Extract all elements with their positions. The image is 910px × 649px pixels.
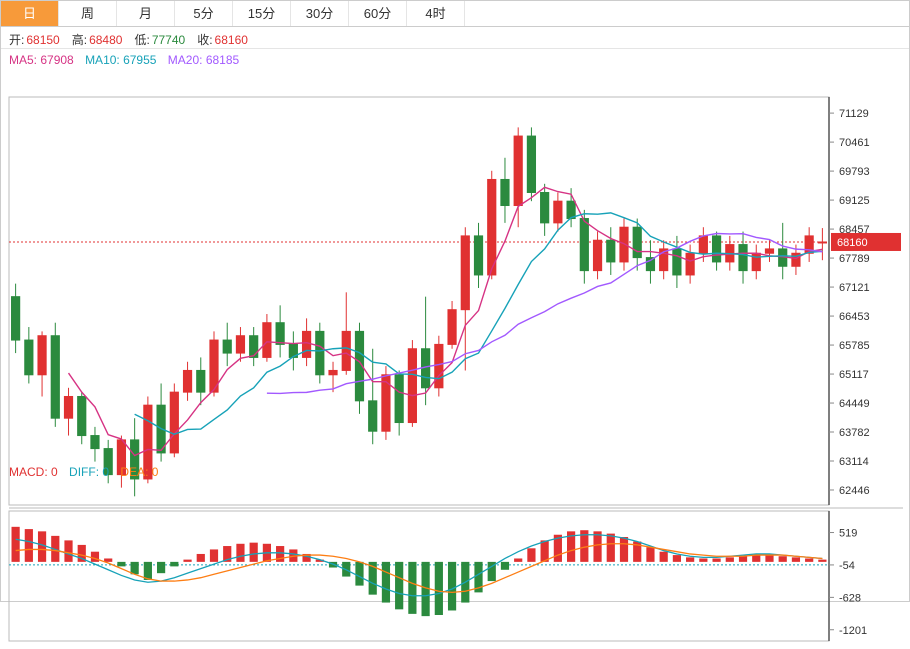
svg-text:63114: 63114 [839,456,869,468]
low-value: 77740 [152,33,185,47]
svg-text:-54: -54 [839,560,855,572]
dea-label: DEA: 0 [120,465,158,479]
svg-text:66453: 66453 [839,311,870,323]
ma-legend: MA5: 67908 MA10: 67955 MA20: 68185 [9,53,247,67]
open-value: 68150 [26,33,59,47]
close-value: 68160 [215,33,248,47]
svg-text:519: 519 [839,528,857,540]
high-label: 高: [72,33,87,47]
ohlc-readout: 开:68150 高:68480 低:77740 收:68160 [1,27,909,49]
ma10-legend: MA10: 67955 [85,53,156,67]
svg-text:67121: 67121 [839,282,870,294]
tab-2[interactable]: 月 [117,1,175,26]
chart-container: 日周月5分15分30分60分4时 开:68150 高:68480 低:77740… [0,0,910,602]
svg-text:68160: 68160 [837,237,868,249]
svg-text:63782: 63782 [839,427,870,439]
svg-text:-628: -628 [839,592,861,604]
ma5-legend: MA5: 67908 [9,53,74,67]
svg-text:71129: 71129 [839,108,869,120]
svg-text:69793: 69793 [839,166,870,178]
tab-7[interactable]: 4时 [407,1,465,26]
svg-text:65785: 65785 [839,340,870,352]
tab-0[interactable]: 日 [1,1,59,26]
close-label: 收: [197,33,212,47]
ma20-legend: MA20: 68185 [168,53,239,67]
svg-text:64449: 64449 [839,398,870,410]
tab-6[interactable]: 60分 [349,1,407,26]
diff-label: DIFF: 0 [69,465,109,479]
low-label: 低: [134,33,149,47]
svg-text:69125: 69125 [839,195,870,207]
macd-label: MACD: 0 [9,465,58,479]
open-label: 开: [9,33,24,47]
svg-text:65117: 65117 [839,369,869,381]
tab-5[interactable]: 30分 [291,1,349,26]
high-value: 68480 [89,33,122,47]
svg-text:-1201: -1201 [839,625,867,637]
svg-text:70461: 70461 [839,137,870,149]
tab-1[interactable]: 周 [59,1,117,26]
svg-text:67789: 67789 [839,253,870,265]
timeframe-tabs: 日周月5分15分30分60分4时 [1,1,909,27]
chart-svg[interactable]: 62446 63114 63782 64449 65117 65785 66453 67121… [1,49,909,649]
macd-legend: MACD: 0 DIFF: 0 DEA: 0 [9,465,166,479]
tab-4[interactable]: 15分 [233,1,291,26]
tab-3[interactable]: 5分 [175,1,233,26]
svg-text:62446: 62446 [839,485,870,497]
